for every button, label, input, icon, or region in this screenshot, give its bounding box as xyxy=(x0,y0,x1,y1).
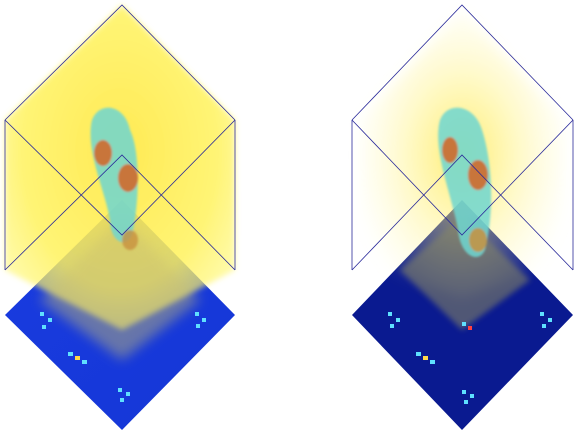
right-volume xyxy=(352,5,573,430)
figure xyxy=(0,0,575,433)
left-volume xyxy=(5,5,235,430)
page xyxy=(0,0,575,433)
